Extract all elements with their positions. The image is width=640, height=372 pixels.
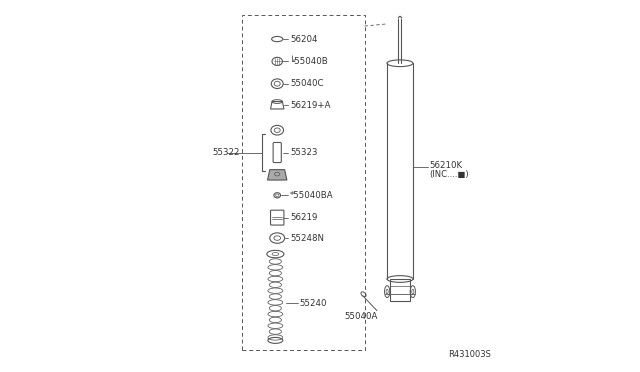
Ellipse shape (269, 282, 282, 288)
Ellipse shape (387, 276, 413, 282)
Ellipse shape (269, 270, 282, 276)
Ellipse shape (268, 300, 283, 305)
Text: 55040A: 55040A (344, 312, 378, 321)
FancyBboxPatch shape (273, 142, 282, 163)
Text: (INC....■): (INC....■) (429, 170, 469, 179)
Text: 56219: 56219 (291, 213, 317, 222)
Text: 56219+A: 56219+A (291, 101, 331, 110)
Ellipse shape (387, 60, 413, 67)
Ellipse shape (269, 329, 282, 334)
Text: 55323: 55323 (291, 148, 317, 157)
Text: R431003S: R431003S (448, 350, 491, 359)
Ellipse shape (269, 259, 282, 264)
Text: 55240: 55240 (300, 299, 327, 308)
Text: 55040C: 55040C (291, 79, 324, 88)
Ellipse shape (269, 317, 282, 323)
Ellipse shape (268, 276, 283, 282)
Ellipse shape (268, 335, 283, 340)
Text: 56204: 56204 (291, 35, 317, 44)
Ellipse shape (268, 288, 283, 294)
Text: *55040BA: *55040BA (291, 191, 334, 200)
Ellipse shape (268, 264, 283, 270)
Text: 55248N: 55248N (291, 234, 324, 243)
Polygon shape (268, 170, 287, 180)
Bar (242, 15, 365, 350)
Ellipse shape (268, 323, 283, 328)
Ellipse shape (269, 305, 282, 311)
Text: 56210K: 56210K (429, 161, 463, 170)
Text: 55322: 55322 (212, 148, 239, 157)
Ellipse shape (268, 311, 283, 317)
Text: ╘55040B: ╘55040B (291, 57, 329, 66)
Ellipse shape (269, 294, 282, 299)
Bar (390, 279, 410, 301)
